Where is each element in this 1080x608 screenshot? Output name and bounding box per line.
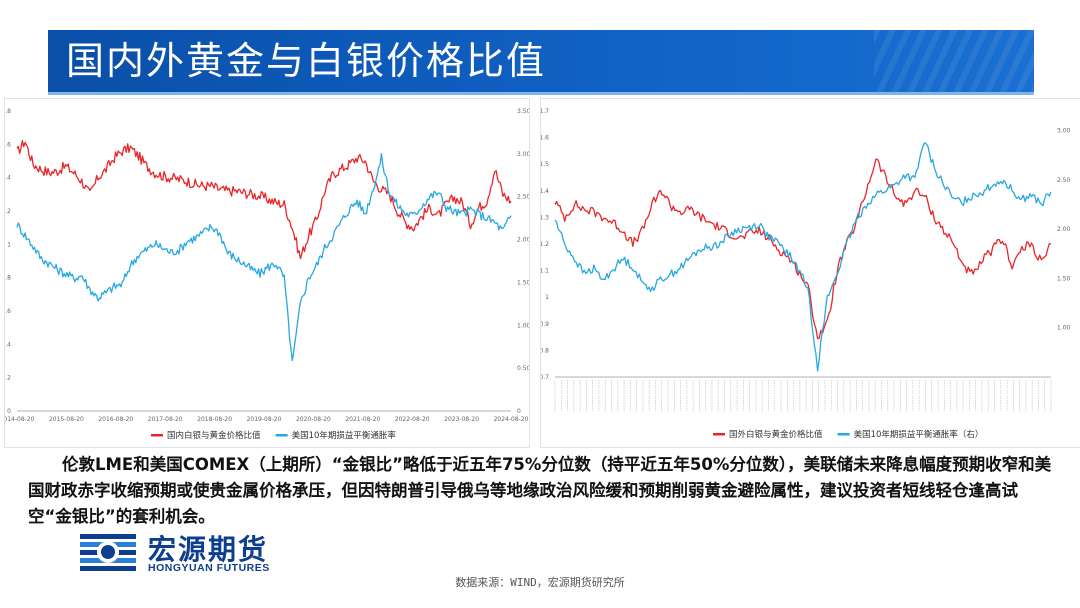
series-line-2: [554, 142, 1052, 372]
y-left-tick-label: 1.8: [5, 108, 11, 115]
series-line-1: [554, 158, 1052, 340]
logo-chinese: 宏源期货: [148, 533, 269, 566]
legend-label: 国外白银与黄金价格比值: [729, 429, 823, 440]
x-tick-label: 2024-08-20: [494, 416, 529, 423]
y-left-tick-label: 0.4: [5, 341, 11, 348]
chart-panel-domestic: 0 0.2 0.4 0.6 0.8 1 1.2 1.4 1.6 1.8 0 0.50 1.00 1.50 2…: [0, 98, 531, 448]
x-tick-label: 2021-08-20: [345, 416, 380, 423]
y-left-tick-label: 1.7: [541, 108, 549, 115]
legend-swatch: [151, 434, 163, 437]
x-tick-label: 2015-08-20: [49, 416, 84, 423]
y-right-tick-label: 1.50: [1057, 275, 1071, 282]
y-left-tick-label: 1.2: [5, 208, 11, 215]
chart-foreign: 0.7 0.8 0.9 1 1.1 1.2 1.3 1.4 1.5 1.6 1.7 1.00 1.50 2…: [539, 108, 1071, 440]
data-source: 数据来源：WIND，宏源期货研究所: [455, 576, 625, 589]
legend-swatch: [837, 433, 850, 436]
y-left-tick-label: 1.4: [541, 188, 549, 195]
x-tick-label: 2023-08-20: [444, 416, 479, 423]
x-tick-label: 2020-08-20: [296, 416, 331, 423]
y-right-tick-label: 1.50: [517, 279, 529, 286]
y-right-tick-label: 2.00: [1057, 226, 1071, 233]
y-left-tick-label: 0.9: [541, 321, 549, 328]
y-right-tick-label: 1.00: [517, 322, 529, 329]
page-title: 国内外黄金与白银价格比值: [66, 39, 547, 83]
y-right-tick-label: 3.00: [1057, 128, 1071, 135]
y-right-tick-label: 2.00: [517, 237, 529, 244]
y-left-tick-label: 0.2: [5, 375, 11, 382]
x-tick-label: 2016-08-20: [98, 416, 133, 423]
logo-english: HONGYUAN FUTURES: [148, 562, 270, 574]
y-left-tick-label: 1: [545, 294, 549, 301]
y-right-tick-label: 3.50: [517, 108, 529, 115]
company-logo: 宏源期货 HONGYUAN FUTURES: [78, 528, 318, 578]
title-underline: [48, 92, 1034, 95]
x-tick-label: 2022-08-20: [395, 416, 430, 423]
y-left-tick-label: 1.4: [5, 175, 11, 182]
y-left-tick-label: 0: [7, 408, 11, 415]
chart-domestic: 0 0.2 0.4 0.6 0.8 1 1.2 1.4 1.6 1.8 0 0.50 1.00 1.50 2…: [0, 108, 531, 441]
legend-label: 美国10年期损益平衡通胀率（右）: [854, 429, 984, 440]
y-left-tick-label: 1.6: [5, 141, 11, 148]
y-right-tick-label: 0: [517, 408, 521, 415]
y-left-tick-label: 1.6: [541, 135, 549, 142]
y-right-tick-label: 0.50: [517, 365, 529, 372]
y-left-tick-label: 1.3: [541, 214, 549, 221]
legend-label: 美国10年期损益平衡通胀率: [292, 430, 397, 441]
x-tick-label: 2019-08-20: [247, 416, 282, 423]
x-tick-label: 2014-08-20: [5, 416, 35, 423]
y-left-tick-label: 1.5: [541, 161, 549, 168]
series-line-2: [16, 153, 512, 362]
title-decoration: [874, 30, 1034, 92]
analysis-text: 伦敦LME和美国COMEX（上期所）“金银比”略低于近五年75%分位数（持平近五…: [28, 455, 1052, 526]
y-left-tick-label: 0.8: [541, 347, 549, 354]
x-tick-label: 2017-08-20: [148, 416, 183, 423]
title-bar: 国内外黄金与白银价格比值: [48, 30, 1034, 92]
hongyuan-logo-icon: [80, 534, 136, 571]
y-right-tick-label: 2.50: [517, 194, 529, 201]
y-right-tick-label: 2.50: [1057, 177, 1071, 184]
y-left-tick-label: 1.2: [541, 241, 549, 248]
legend-swatch: [275, 434, 288, 437]
y-right-tick-label: 3.00: [517, 151, 529, 158]
chart-panel-foreign: 0.7 0.8 0.9 1 1.1 1.2 1.3 1.4 1.5 1.6 1.7 1.00 1.50 2…: [539, 98, 1080, 448]
legend-swatch: [713, 433, 725, 436]
legend-label: 国内白银与黄金价格比值: [167, 430, 261, 441]
y-left-tick-label: 1.1: [541, 268, 549, 275]
x-tick-label: 2018-08-20: [197, 416, 232, 423]
y-left-tick-label: 0.8: [5, 275, 11, 282]
y-left-tick-label: 0.7: [541, 374, 549, 381]
y-right-tick-label: 1.00: [1057, 325, 1071, 332]
y-left-tick-label: 1: [7, 241, 11, 248]
y-left-tick-label: 0.6: [5, 308, 11, 315]
series-line-1: [16, 139, 512, 260]
